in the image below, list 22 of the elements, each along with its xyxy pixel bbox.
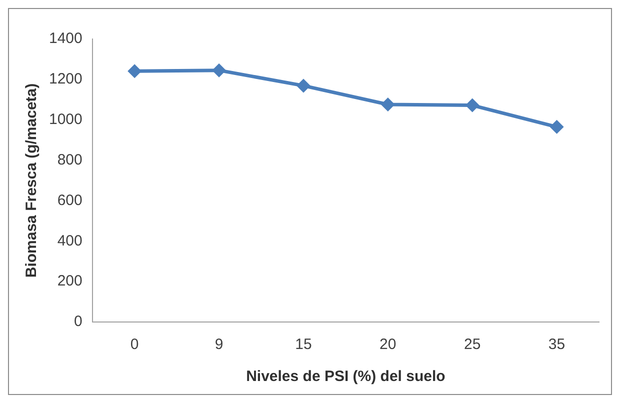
y-tick-label: 0 (74, 313, 82, 330)
point (550, 120, 564, 134)
y-tick-label: 200 (57, 272, 82, 290)
y-tick-label: 1000 (48, 111, 82, 128)
point (465, 98, 480, 112)
point (296, 78, 310, 93)
x-tick-label: 25 (464, 336, 481, 354)
y-tick-label: 800 (57, 151, 82, 168)
y-tick-label: 1200 (48, 70, 82, 88)
x-tick-label: 0 (130, 336, 139, 354)
point (380, 97, 395, 112)
x-tick-label: 20 (380, 336, 396, 354)
point (212, 63, 226, 78)
x-tick-label: 9 (214, 336, 224, 354)
x-tick-label: 15 (295, 336, 312, 354)
y-axis-title: Biomasa Fresca (g/maceta) (23, 83, 40, 278)
x-axis-title: Niveles de PSI (%) del suelo (246, 368, 446, 386)
y-tick-label: 400 (57, 232, 82, 250)
y-tick-label: 1400 (48, 30, 82, 48)
point (128, 64, 142, 78)
x-tick-label: 35 (548, 336, 566, 354)
y-tick-label: 600 (57, 192, 82, 209)
